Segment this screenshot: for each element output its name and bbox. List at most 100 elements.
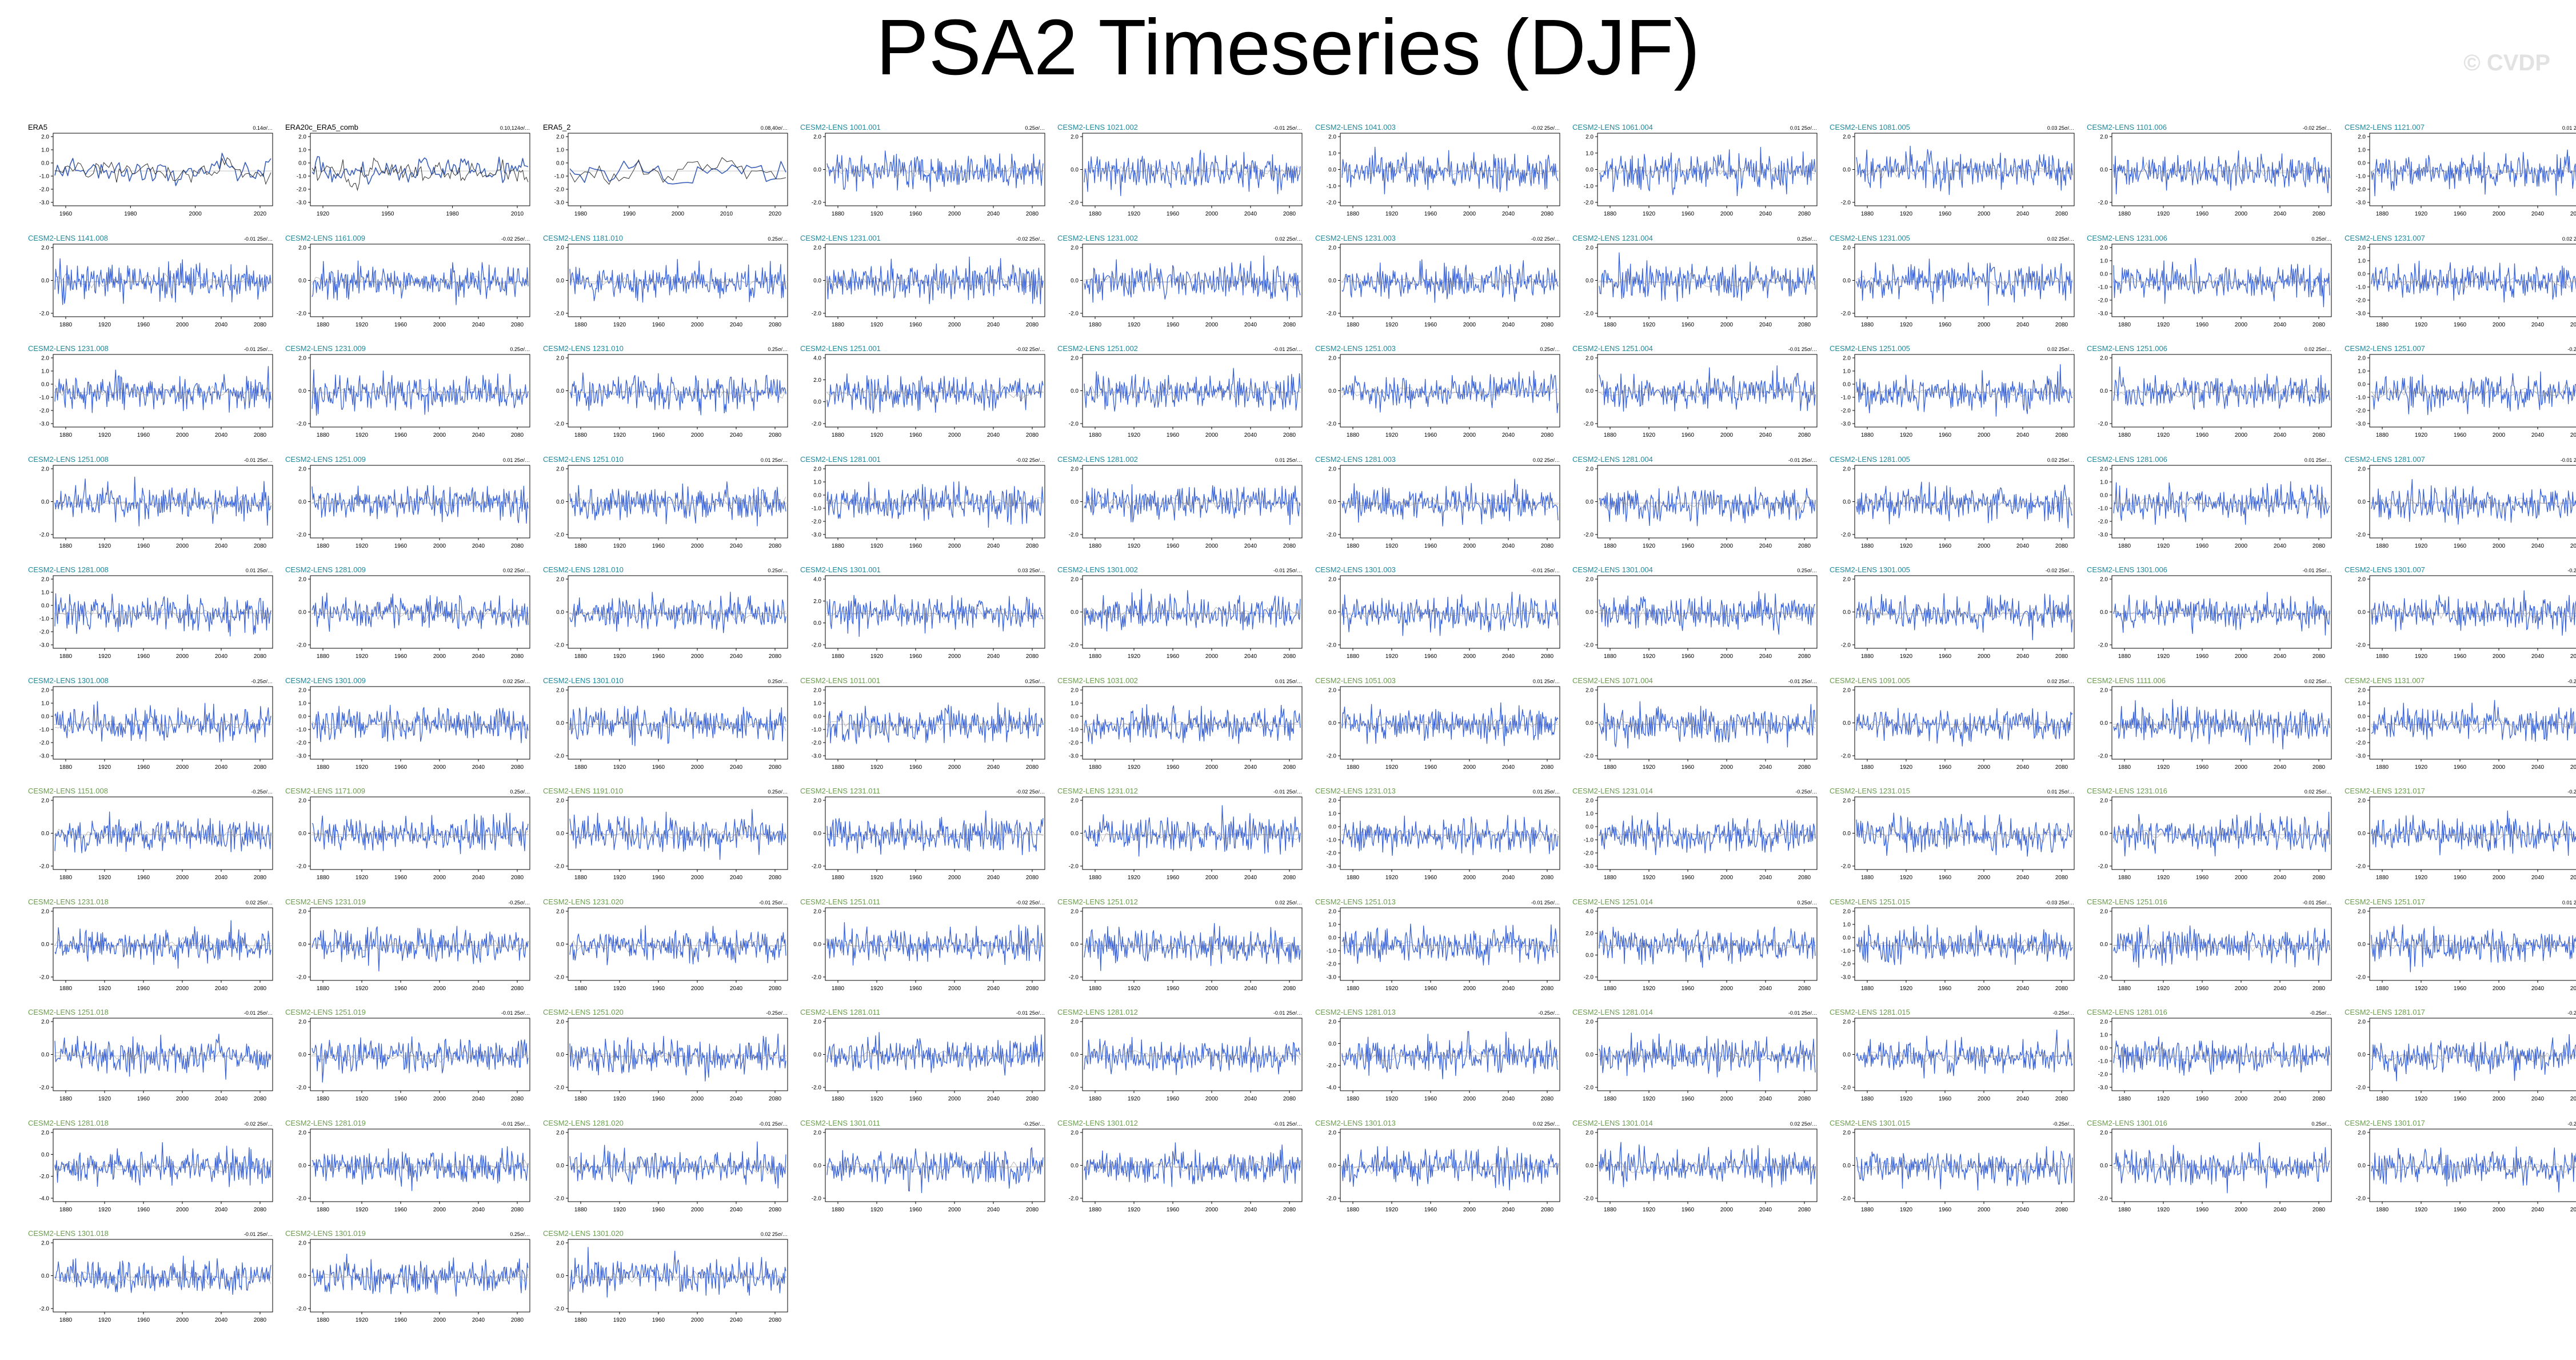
- x-tick-label: 2000: [433, 875, 446, 881]
- panel-title: CESM2-LENS 1281.011: [800, 1008, 880, 1016]
- y-tick-label: -3.0: [2355, 200, 2366, 206]
- x-tick-label: 2040: [729, 653, 742, 660]
- series-line: [1599, 485, 1816, 527]
- x-tick-label: 1960: [1167, 543, 1180, 549]
- panel-title: CESM2-LENS 1281.017: [2345, 1008, 2425, 1016]
- panel-trend-label: -0.01 25σ/…: [1273, 568, 1302, 573]
- x-tick-label: 1960: [1939, 432, 1952, 438]
- series-line: [1341, 923, 1558, 966]
- x-tick-label: 1920: [1900, 211, 1913, 217]
- x-tick-label: 2000: [433, 1096, 446, 1102]
- y-tick-label: 0.0: [813, 399, 821, 405]
- trend-line: [569, 718, 786, 731]
- x-tick-label: 1920: [2415, 875, 2428, 881]
- y-tick-label: -2.0: [39, 864, 50, 870]
- x-tick-label: 1920: [1385, 653, 1398, 660]
- x-tick-label: 2080: [2055, 875, 2068, 881]
- x-tick-label: 2080: [2313, 986, 2326, 992]
- y-tick-label: 2.0: [41, 577, 49, 583]
- y-tick-label: 2.0: [1585, 930, 1593, 936]
- x-tick-label: 1920: [1385, 875, 1398, 881]
- plot-frame: [825, 575, 1045, 649]
- x-tick-label: 2040: [1244, 211, 1257, 217]
- x-tick-label: 2080: [511, 432, 524, 438]
- panel-svg: CESM2-LENS 1141.008 -0.01 25σ/…2.00.0-2.0…: [28, 234, 273, 328]
- x-tick-label: 2000: [1978, 543, 1991, 549]
- panel-trend-label: 0.01 25σ/…: [1275, 679, 1302, 684]
- x-tick-label: 1920: [98, 764, 111, 771]
- y-tick-label: -1.0: [2098, 505, 2108, 512]
- chart-panel: CESM2-LENS 1301.002 -0.01 25σ/… 2.0 0.0 -2.0…: [1055, 565, 1307, 665]
- trend-line: [826, 385, 1043, 401]
- x-tick-label: 2000: [1205, 764, 1219, 771]
- x-tick-label: 2040: [2016, 764, 2030, 771]
- x-tick-label: 2000: [2235, 764, 2248, 771]
- panel-trend-label: -0.25σ/…: [2053, 1010, 2075, 1016]
- trend-line: [1341, 1048, 1558, 1063]
- panel-trend-label: 0.08,40σ/…: [761, 125, 788, 131]
- y-tick-label: -2.0: [1326, 1195, 1336, 1202]
- panel-trend-label: -0.01 25σ/…: [1788, 457, 1817, 463]
- panel-svg: CESM2-LENS 1301.016 0.25σ/…2.00.0-2.01880…: [2087, 1119, 2332, 1213]
- x-tick-label: 2040: [2274, 322, 2287, 328]
- x-tick-label: 1880: [1089, 432, 1102, 438]
- y-tick-label: 2.0: [1071, 1019, 1079, 1026]
- x-tick-label: 1880: [1604, 543, 1617, 549]
- chart-panel: CESM2-LENS 1231.019 -0.25σ/… 2.0 0.0 -2.0 188…: [283, 898, 534, 998]
- x-tick-label: 2000: [1463, 1096, 1476, 1102]
- y-tick-label: -2.0: [1584, 643, 1594, 649]
- trend-line: [2114, 162, 2330, 177]
- y-tick-label: 0.0: [813, 492, 821, 498]
- x-tick-label: 1960: [137, 875, 150, 881]
- y-tick-label: -1.0: [1069, 727, 1079, 733]
- x-tick-label: 1880: [1604, 211, 1617, 217]
- y-tick-label: 0.0: [1843, 609, 1851, 616]
- x-tick-label: 1920: [870, 322, 884, 328]
- panel-trend-label: -0.01 25σ/…: [501, 1121, 530, 1127]
- x-tick-label: 1960: [652, 764, 665, 771]
- x-tick-label: 2080: [1540, 211, 1553, 217]
- panel-title: CESM2-LENS 1301.015: [1830, 1119, 1910, 1127]
- x-tick-label: 2000: [1463, 1207, 1476, 1213]
- x-tick-label: 2080: [768, 653, 781, 660]
- x-tick-label: 2000: [948, 1207, 961, 1213]
- y-tick-label: -2.0: [2355, 974, 2366, 980]
- x-tick-label: 1880: [2118, 986, 2131, 992]
- series-line: [1856, 1029, 2073, 1079]
- chart-panel: CESM2-LENS 1281.020 -0.01 25σ/… 2.0 0.0 -2.0…: [541, 1119, 792, 1219]
- x-tick-label: 1920: [870, 432, 884, 438]
- x-tick-label: 2000: [433, 1317, 446, 1323]
- panel-svg: CESM2-LENS 1071.004 -0.01 25σ/…2.00.0-2.0…: [1572, 676, 1818, 771]
- x-tick-label: 2000: [1463, 764, 1476, 771]
- y-tick-label: -2.0: [1584, 974, 1594, 980]
- trend-line: [2114, 606, 2330, 620]
- y-tick-label: 0.0: [1071, 167, 1079, 173]
- trend-line: [1599, 1161, 1816, 1173]
- y-tick-label: 2.0: [298, 466, 306, 472]
- x-tick-label: 2040: [215, 543, 228, 549]
- chart-panel: CESM2-LENS 1251.015 -0.03 25σ/… 2.0 1.0 0.0-…: [1827, 898, 2079, 998]
- y-tick-label: 2.0: [1071, 134, 1079, 141]
- y-tick-label: 0.0: [1585, 1163, 1593, 1169]
- panel-svg: CESM2-LENS 1281.015 -0.25σ/…2.00.0-2.0188…: [1830, 1008, 2075, 1102]
- panel-trend-label: 0.01 25σ/…: [761, 457, 788, 463]
- x-tick-label: 2000: [1978, 432, 1991, 438]
- series-line: [1599, 701, 1816, 748]
- y-tick-label: -3.0: [554, 200, 564, 206]
- x-tick-label: 1880: [574, 1096, 587, 1102]
- panel-trend-label: -0.01 25σ/…: [2303, 568, 2331, 573]
- panel-trend-label: -0.01 25σ/…: [1788, 346, 1817, 352]
- x-tick-label: 1960: [652, 986, 665, 992]
- panel-trend-label: 0.25σ/…: [768, 789, 788, 795]
- plot-frame: [2111, 1018, 2332, 1091]
- trend-line: [54, 1271, 271, 1286]
- x-tick-label: 2080: [1798, 986, 1811, 992]
- y-tick-label: 0.0: [1585, 388, 1593, 394]
- x-tick-label: 1960: [2196, 875, 2209, 881]
- y-tick-label: 2.0: [556, 356, 564, 362]
- y-tick-label: 2.0: [1585, 245, 1593, 251]
- x-tick-label: 1920: [98, 1317, 111, 1323]
- panel-svg: CESM2-LENS 1301.010 0.25σ/…2.00.0-2.01880…: [543, 676, 788, 771]
- y-tick-label: -2.0: [1584, 421, 1594, 428]
